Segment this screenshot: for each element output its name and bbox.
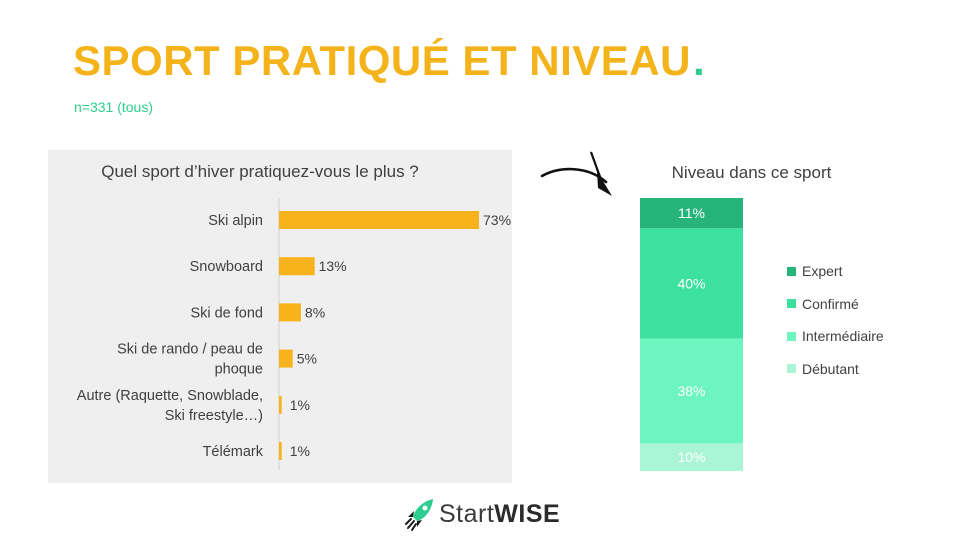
- logo-text-light: Start: [439, 499, 495, 528]
- legend-swatch: [787, 266, 796, 276]
- sport-bar: [279, 211, 479, 229]
- level-chart-title: Niveau dans ce sport: [671, 163, 832, 182]
- level-segment: [640, 443, 743, 471]
- page-title-dot: .: [692, 37, 706, 84]
- level-segment-label: 38%: [677, 383, 705, 399]
- sport-bar: [279, 349, 293, 368]
- sport-category-label: Ski freestyle…): [165, 408, 263, 424]
- legend-label: Expert: [802, 263, 843, 280]
- curved-arrow-shaft-accent: [589, 151, 606, 189]
- logo-text: StartWISE: [439, 500, 560, 529]
- sport-category-label: Télémark: [203, 444, 264, 460]
- sport-bar: [279, 257, 315, 276]
- sport-value-label: 73%: [483, 212, 511, 228]
- sport-bar: [279, 395, 282, 414]
- rocket-icon: [405, 499, 433, 531]
- level-segment-label: 10%: [677, 449, 705, 465]
- sport-category-label: Snowboard: [190, 259, 263, 275]
- sport-chart-title: Quel sport d’hiver pratiquez-vous le plu…: [101, 162, 419, 181]
- legend-item: Expert: [787, 255, 884, 288]
- sport-category-label: Ski de rando / peau de: [117, 342, 263, 358]
- sport-bar: [279, 303, 301, 322]
- sport-value-label: 13%: [319, 258, 347, 274]
- sport-value-label: 5%: [297, 351, 317, 367]
- startwise-logo: StartWISE: [405, 497, 560, 531]
- level-legend: Expert Confirmé Intermédiaire Débutant: [787, 255, 884, 385]
- legend-label: Débutant: [802, 360, 859, 377]
- sport-value-label: 1%: [290, 397, 310, 413]
- level-segment: [640, 228, 743, 339]
- level-segment-label: 11%: [678, 205, 705, 221]
- level-segment-label: 40%: [677, 275, 705, 291]
- sport-bar-chart: 73% Ski alpin 13% Snowboard 8% Ski de fond 5% S…: [77, 198, 511, 470]
- sport-category-label: phoque: [215, 362, 263, 378]
- sport-value-label: 8%: [305, 304, 325, 320]
- sport-bar: [279, 442, 282, 460]
- page-title: SPORT PRATIQUÉ ET NIVEAU.: [73, 40, 705, 82]
- sport-category-label: Ski alpin: [208, 213, 263, 229]
- sport-value-label: 1%: [290, 443, 310, 459]
- legend-item: Débutant: [787, 353, 884, 386]
- legend-item: Intermédiaire: [787, 320, 884, 353]
- page-title-text: SPORT PRATIQUÉ ET NIVEAU: [73, 37, 691, 84]
- curved-arrow-icon: [540, 167, 608, 184]
- legend-swatch: [787, 299, 796, 309]
- legend-label: Confirmé: [802, 295, 859, 312]
- sport-category-label: Autre (Raquette, Snowblade,: [77, 388, 263, 404]
- legend-item: Confirmé: [787, 288, 884, 321]
- page-subtitle: n=331 (tous): [74, 99, 153, 115]
- level-segment: [640, 198, 743, 229]
- level-stacked-chart: 11% 40% 38% 10%: [640, 198, 743, 471]
- sport-category-label: Ski de fond: [190, 305, 263, 321]
- legend-swatch: [787, 364, 796, 374]
- curved-arrow-head: [590, 150, 612, 196]
- logo-text-bold: WISE: [494, 499, 561, 528]
- legend-swatch: [787, 331, 796, 341]
- legend-label: Intermédiaire: [802, 328, 884, 345]
- level-segment: [640, 338, 743, 444]
